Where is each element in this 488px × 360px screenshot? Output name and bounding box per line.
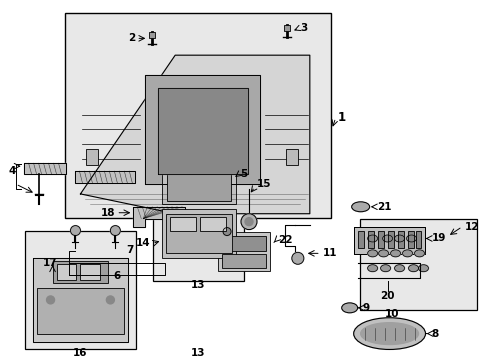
- Text: 4: 4: [9, 166, 16, 176]
- Text: 22: 22: [277, 235, 292, 246]
- Text: 20: 20: [380, 291, 394, 301]
- Bar: [387, 230, 393, 248]
- Bar: [149, 32, 155, 39]
- Text: 13: 13: [190, 280, 205, 290]
- Polygon shape: [81, 55, 309, 214]
- Ellipse shape: [394, 235, 404, 242]
- Bar: [162, 209, 236, 258]
- Text: 2: 2: [128, 33, 135, 43]
- Text: 1: 1: [337, 111, 345, 124]
- Bar: [167, 172, 230, 201]
- Ellipse shape: [394, 265, 404, 272]
- Text: 6: 6: [114, 271, 121, 281]
- Bar: [222, 235, 265, 251]
- Bar: [407, 230, 413, 248]
- Polygon shape: [145, 75, 260, 184]
- Bar: [222, 255, 265, 268]
- Bar: [52, 261, 108, 283]
- Circle shape: [46, 296, 55, 304]
- Bar: [170, 217, 196, 230]
- Text: 12: 12: [464, 222, 478, 231]
- Bar: [357, 230, 363, 248]
- Bar: [64, 13, 330, 218]
- Text: 19: 19: [430, 234, 445, 243]
- Text: 9: 9: [362, 303, 369, 313]
- Bar: [285, 149, 297, 165]
- Bar: [81, 264, 100, 280]
- Ellipse shape: [390, 250, 400, 257]
- Circle shape: [110, 226, 120, 235]
- Bar: [57, 264, 76, 280]
- Bar: [397, 230, 403, 248]
- Text: 14: 14: [135, 238, 150, 248]
- Bar: [415, 230, 421, 248]
- Ellipse shape: [418, 265, 427, 272]
- Polygon shape: [33, 258, 128, 342]
- Text: 15: 15: [256, 179, 271, 189]
- Text: 8: 8: [430, 329, 438, 339]
- Polygon shape: [133, 207, 185, 226]
- Ellipse shape: [367, 250, 377, 257]
- Polygon shape: [75, 171, 135, 183]
- Ellipse shape: [367, 265, 377, 272]
- Text: 17: 17: [42, 258, 57, 268]
- Circle shape: [70, 226, 81, 235]
- Bar: [166, 214, 232, 253]
- Polygon shape: [158, 88, 247, 174]
- Bar: [377, 230, 383, 248]
- Bar: [359, 219, 476, 310]
- Text: 16: 16: [73, 348, 87, 359]
- Bar: [162, 169, 236, 204]
- Text: 13: 13: [190, 348, 205, 359]
- Bar: [200, 217, 225, 230]
- Ellipse shape: [353, 318, 425, 350]
- Ellipse shape: [367, 235, 377, 242]
- Text: 11: 11: [322, 248, 337, 258]
- Ellipse shape: [414, 250, 424, 257]
- Text: 18: 18: [101, 208, 115, 218]
- Bar: [37, 288, 124, 334]
- Text: 21: 21: [377, 202, 391, 212]
- Ellipse shape: [382, 235, 392, 242]
- Ellipse shape: [407, 265, 418, 272]
- Bar: [367, 230, 373, 248]
- Bar: [284, 26, 289, 31]
- Text: 5: 5: [240, 169, 247, 179]
- Ellipse shape: [341, 303, 357, 313]
- Bar: [153, 164, 244, 281]
- Ellipse shape: [380, 265, 390, 272]
- Circle shape: [291, 252, 303, 264]
- Polygon shape: [23, 163, 65, 174]
- Text: 3: 3: [299, 23, 306, 33]
- Bar: [353, 226, 425, 255]
- Text: 10: 10: [384, 309, 398, 319]
- Bar: [86, 149, 98, 165]
- Ellipse shape: [402, 250, 412, 257]
- Circle shape: [244, 218, 252, 226]
- Circle shape: [241, 214, 256, 230]
- Ellipse shape: [351, 202, 369, 212]
- Circle shape: [223, 228, 230, 235]
- Circle shape: [106, 296, 114, 304]
- Polygon shape: [183, 171, 235, 183]
- Ellipse shape: [378, 250, 388, 257]
- Text: 7: 7: [126, 246, 134, 255]
- Ellipse shape: [360, 323, 418, 345]
- Bar: [24, 230, 136, 350]
- Ellipse shape: [406, 235, 416, 242]
- Bar: [218, 231, 269, 271]
